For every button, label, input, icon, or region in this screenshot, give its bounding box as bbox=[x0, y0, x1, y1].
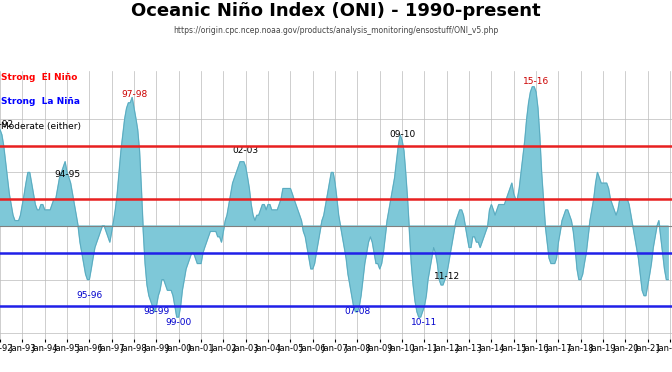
Text: 15-16: 15-16 bbox=[523, 77, 549, 86]
Text: Strong  El Niño: Strong El Niño bbox=[1, 73, 78, 82]
Text: 99-00: 99-00 bbox=[165, 318, 192, 327]
Text: 91-92: 91-92 bbox=[0, 119, 13, 129]
Text: 07-08: 07-08 bbox=[344, 307, 370, 317]
Text: Strong  La Niña: Strong La Niña bbox=[1, 97, 81, 106]
Text: 95-96: 95-96 bbox=[76, 291, 102, 300]
Text: 98-99: 98-99 bbox=[143, 307, 169, 317]
Text: 02-03: 02-03 bbox=[233, 146, 259, 155]
Text: 09-10: 09-10 bbox=[389, 130, 415, 139]
Text: 97-98: 97-98 bbox=[121, 90, 147, 99]
Text: 10-11: 10-11 bbox=[411, 318, 437, 327]
Text: 94-95: 94-95 bbox=[54, 170, 80, 179]
Text: Moderate (either): Moderate (either) bbox=[1, 122, 81, 131]
Text: 11-12: 11-12 bbox=[433, 272, 460, 280]
Text: https://origin.cpc.ncep.noaa.gov/products/analysis_monitoring/ensostuff/ONI_v5.p: https://origin.cpc.ncep.noaa.gov/product… bbox=[173, 26, 499, 35]
Text: Oceanic Niño Index (ONI) - 1990-present: Oceanic Niño Index (ONI) - 1990-present bbox=[131, 2, 541, 20]
